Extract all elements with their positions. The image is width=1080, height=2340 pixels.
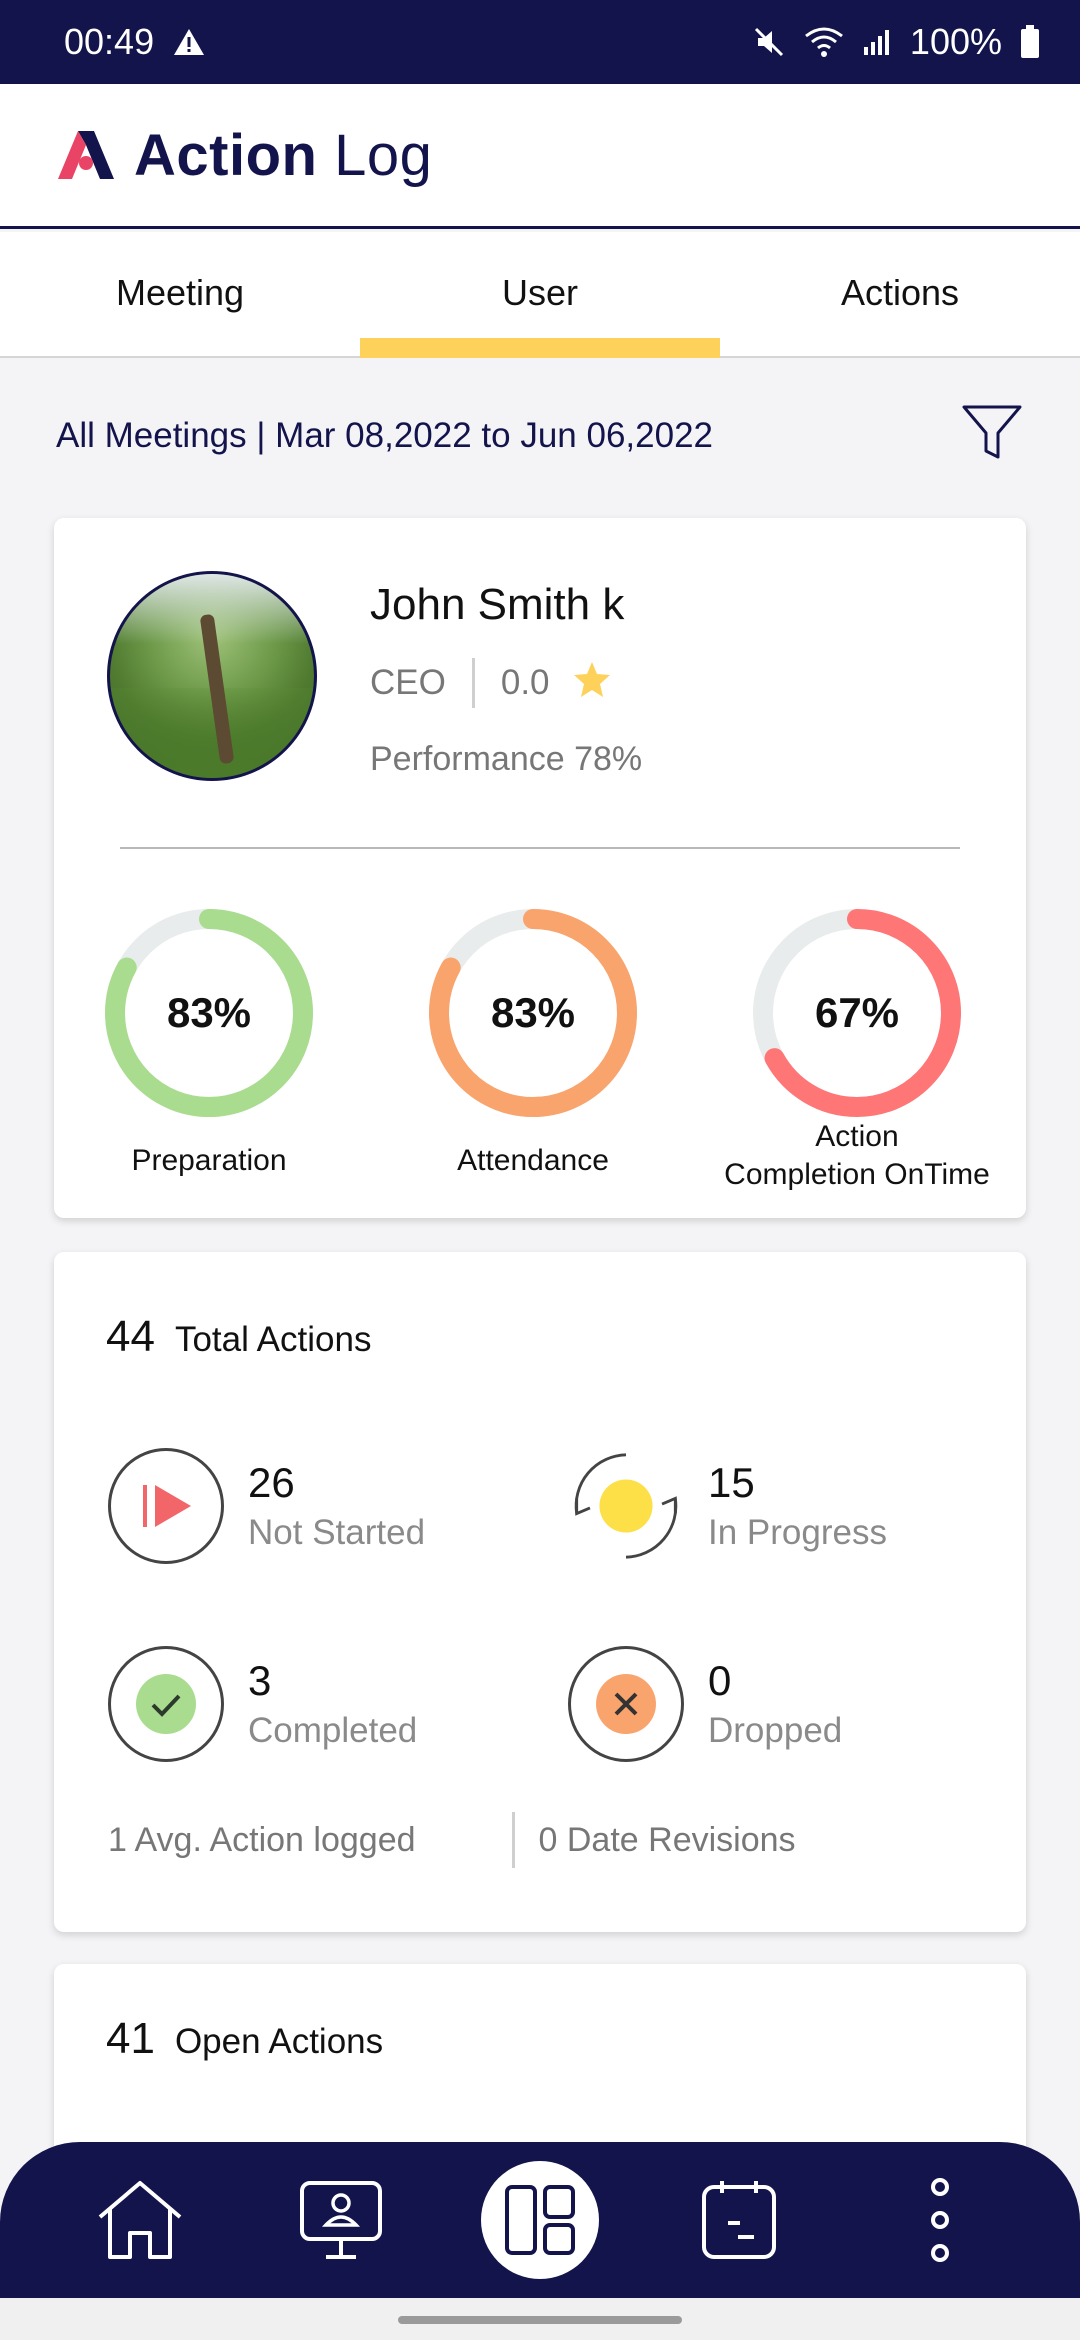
brand-logo: Action Log <box>56 122 432 189</box>
tab-meeting[interactable]: Meeting <box>115 272 245 313</box>
tab-user[interactable]: User <box>360 232 720 358</box>
gauge-value: 83% <box>166 989 252 1036</box>
summary-footer: 1 Avg. Action logged 0 Date Revisions <box>108 1812 796 1868</box>
signal-icon <box>862 27 892 57</box>
open-actions-header: 41 Open Actions <box>106 2014 383 2064</box>
total-count: 44 <box>106 1312 155 1361</box>
gesture-bar <box>0 2298 1080 2340</box>
star-icon <box>572 660 612 707</box>
profile-divider <box>120 847 960 849</box>
logo-icon <box>58 131 114 179</box>
play-icon <box>108 1448 224 1564</box>
gauge-ring <box>105 909 313 1117</box>
meta-divider <box>471 658 475 708</box>
refresh-icon <box>568 1448 684 1564</box>
status-bar: 00:49 100% <box>0 0 1080 84</box>
gauge-ring <box>753 909 961 1117</box>
date-range-label: All Meetings | Mar 08,2022 to Jun 06,202… <box>56 415 714 455</box>
battery-text: 100% <box>909 21 1002 62</box>
stat-in-progress[interactable]: 15 In Progress <box>568 1448 887 1564</box>
stat-completed[interactable]: 3 Completed <box>108 1646 417 1762</box>
stat-label: Completed <box>248 1711 418 1750</box>
date-revisions: 0 Date Revisions <box>538 1820 796 1859</box>
stat-dropped[interactable]: 0 Dropped <box>568 1646 842 1762</box>
gauge-label: Preparation <box>131 1144 287 1177</box>
more-icon[interactable] <box>880 2160 1000 2280</box>
dashboard-icon[interactable] <box>480 2161 599 2279</box>
meeting-icon[interactable] <box>281 2160 401 2280</box>
gauge-ring <box>429 909 637 1117</box>
status-time: 00:49 <box>64 21 155 62</box>
stat-count: 3 <box>248 1657 272 1704</box>
check-icon <box>108 1646 224 1762</box>
user-role: CEO <box>370 663 446 702</box>
open-count: 41 <box>106 2014 155 2063</box>
stat-label: Dropped <box>708 1711 843 1750</box>
avg-action-logged: 1 Avg. Action logged <box>108 1820 416 1859</box>
filter-icon[interactable] <box>960 401 1024 470</box>
home-icon[interactable] <box>80 2160 200 2280</box>
gauge-label: Attendance <box>457 1144 609 1177</box>
gauge-preparation: 83% Preparation <box>94 898 324 1180</box>
total-label: Total Actions <box>174 1320 372 1359</box>
tab-bar: Meeting User Actions <box>0 232 1080 358</box>
stat-count: 26 <box>248 1459 295 1506</box>
gauge-label: Action Completion OnTime <box>724 1120 990 1191</box>
avatar[interactable] <box>107 571 317 781</box>
home-indicator[interactable] <box>398 2316 682 2324</box>
gauge-value: 83% <box>490 989 576 1036</box>
calendar-icon[interactable] <box>679 2160 799 2280</box>
gauge-attendance: 83% Attendance <box>418 898 648 1180</box>
stat-label: Not Started <box>248 1513 426 1552</box>
wifi-icon <box>804 26 844 58</box>
stat-not-started[interactable]: 26 Not Started <box>108 1448 425 1564</box>
warning-icon <box>172 27 206 57</box>
total-actions: 44 Total Actions <box>106 1312 371 1362</box>
gauge-value: 67% <box>814 989 900 1036</box>
gauge-action-completion: 67% Action Completion OnTime <box>724 898 990 1191</box>
stat-count: 15 <box>708 1459 755 1506</box>
mute-icon <box>752 25 786 59</box>
user-performance: Performance 78% <box>370 740 643 778</box>
stat-label: In Progress <box>708 1513 887 1552</box>
bottom-nav <box>0 2142 1080 2298</box>
open-label: Open Actions <box>174 2022 384 2061</box>
stat-count: 0 <box>708 1657 732 1704</box>
battery-icon <box>1020 25 1040 59</box>
user-name: John Smith k <box>370 580 625 629</box>
app-header: Action Log <box>0 84 1080 229</box>
profile-card: John Smith k CEO 0.0 Performance 78% 83%… <box>54 518 1026 1218</box>
user-rating: 0.0 <box>500 663 550 702</box>
user-meta: CEO 0.0 <box>370 658 612 708</box>
footer-divider <box>511 1812 515 1868</box>
tab-actions[interactable]: Actions <box>840 272 960 313</box>
app-title: Action Log <box>134 122 433 188</box>
close-icon <box>568 1646 684 1762</box>
filter-bar: All Meetings | Mar 08,2022 to Jun 06,202… <box>0 358 1080 513</box>
actions-summary-card: 44 Total Actions 26 Not Started 15 In Pr… <box>54 1252 1026 1932</box>
